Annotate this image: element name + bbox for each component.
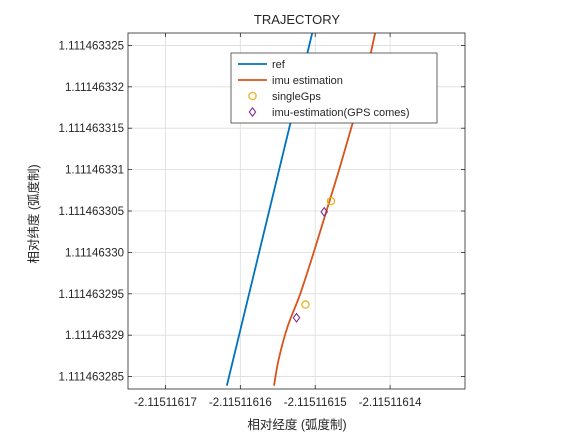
x-tick-label: -2.11511617 (134, 397, 197, 409)
y-tick-label: 1.111463285 (59, 372, 124, 384)
y-tick-label: 1.11146329 (65, 330, 124, 342)
legend-label: ref (272, 59, 286, 71)
y-tick-label: 1.111463315 (59, 123, 124, 135)
legend-label: imu estimation (272, 75, 343, 87)
legend-label: singleGps (272, 91, 321, 103)
gps-point-marker (301, 300, 310, 309)
legend-diamond-swatch (248, 106, 257, 118)
imu-gps-point-marker (320, 206, 329, 217)
y-tick-label: 1.111463325 (59, 40, 124, 52)
x-axis-label: 相对经度 (弧度制) (247, 417, 346, 432)
y-tick-label: 1.11146331 (65, 165, 124, 177)
y-tick-label: 1.11146332 (65, 82, 124, 94)
x-tick-label: -2.11511615 (284, 397, 347, 409)
legend-label: imu-estimation(GPS comes) (272, 107, 410, 119)
axis-ticks (128, 33, 465, 389)
y-tick-label: 1.111463295 (59, 289, 124, 301)
imu-gps-point-marker (292, 312, 301, 323)
tick-labels: -2.11511617 -2.11511616 -2.11511615 -2.1151… (59, 40, 423, 409)
y-tick-label: 1.111463305 (59, 206, 124, 218)
plot-border (127, 32, 466, 390)
gps-point-marker (326, 196, 336, 206)
x-tick-label: -2.11511614 (359, 397, 422, 409)
legend: ref imu estimation singleGps imu-estimation… (230, 52, 438, 124)
x-tick-label: -2.11511616 (209, 397, 272, 409)
y-axis-label: 相对纬度 (弧度制) (26, 164, 41, 263)
chart-title: TRAJECTORY (254, 12, 341, 27)
legend-circle-swatch (248, 91, 257, 101)
y-tick-label: 1.11146330 (65, 247, 124, 259)
